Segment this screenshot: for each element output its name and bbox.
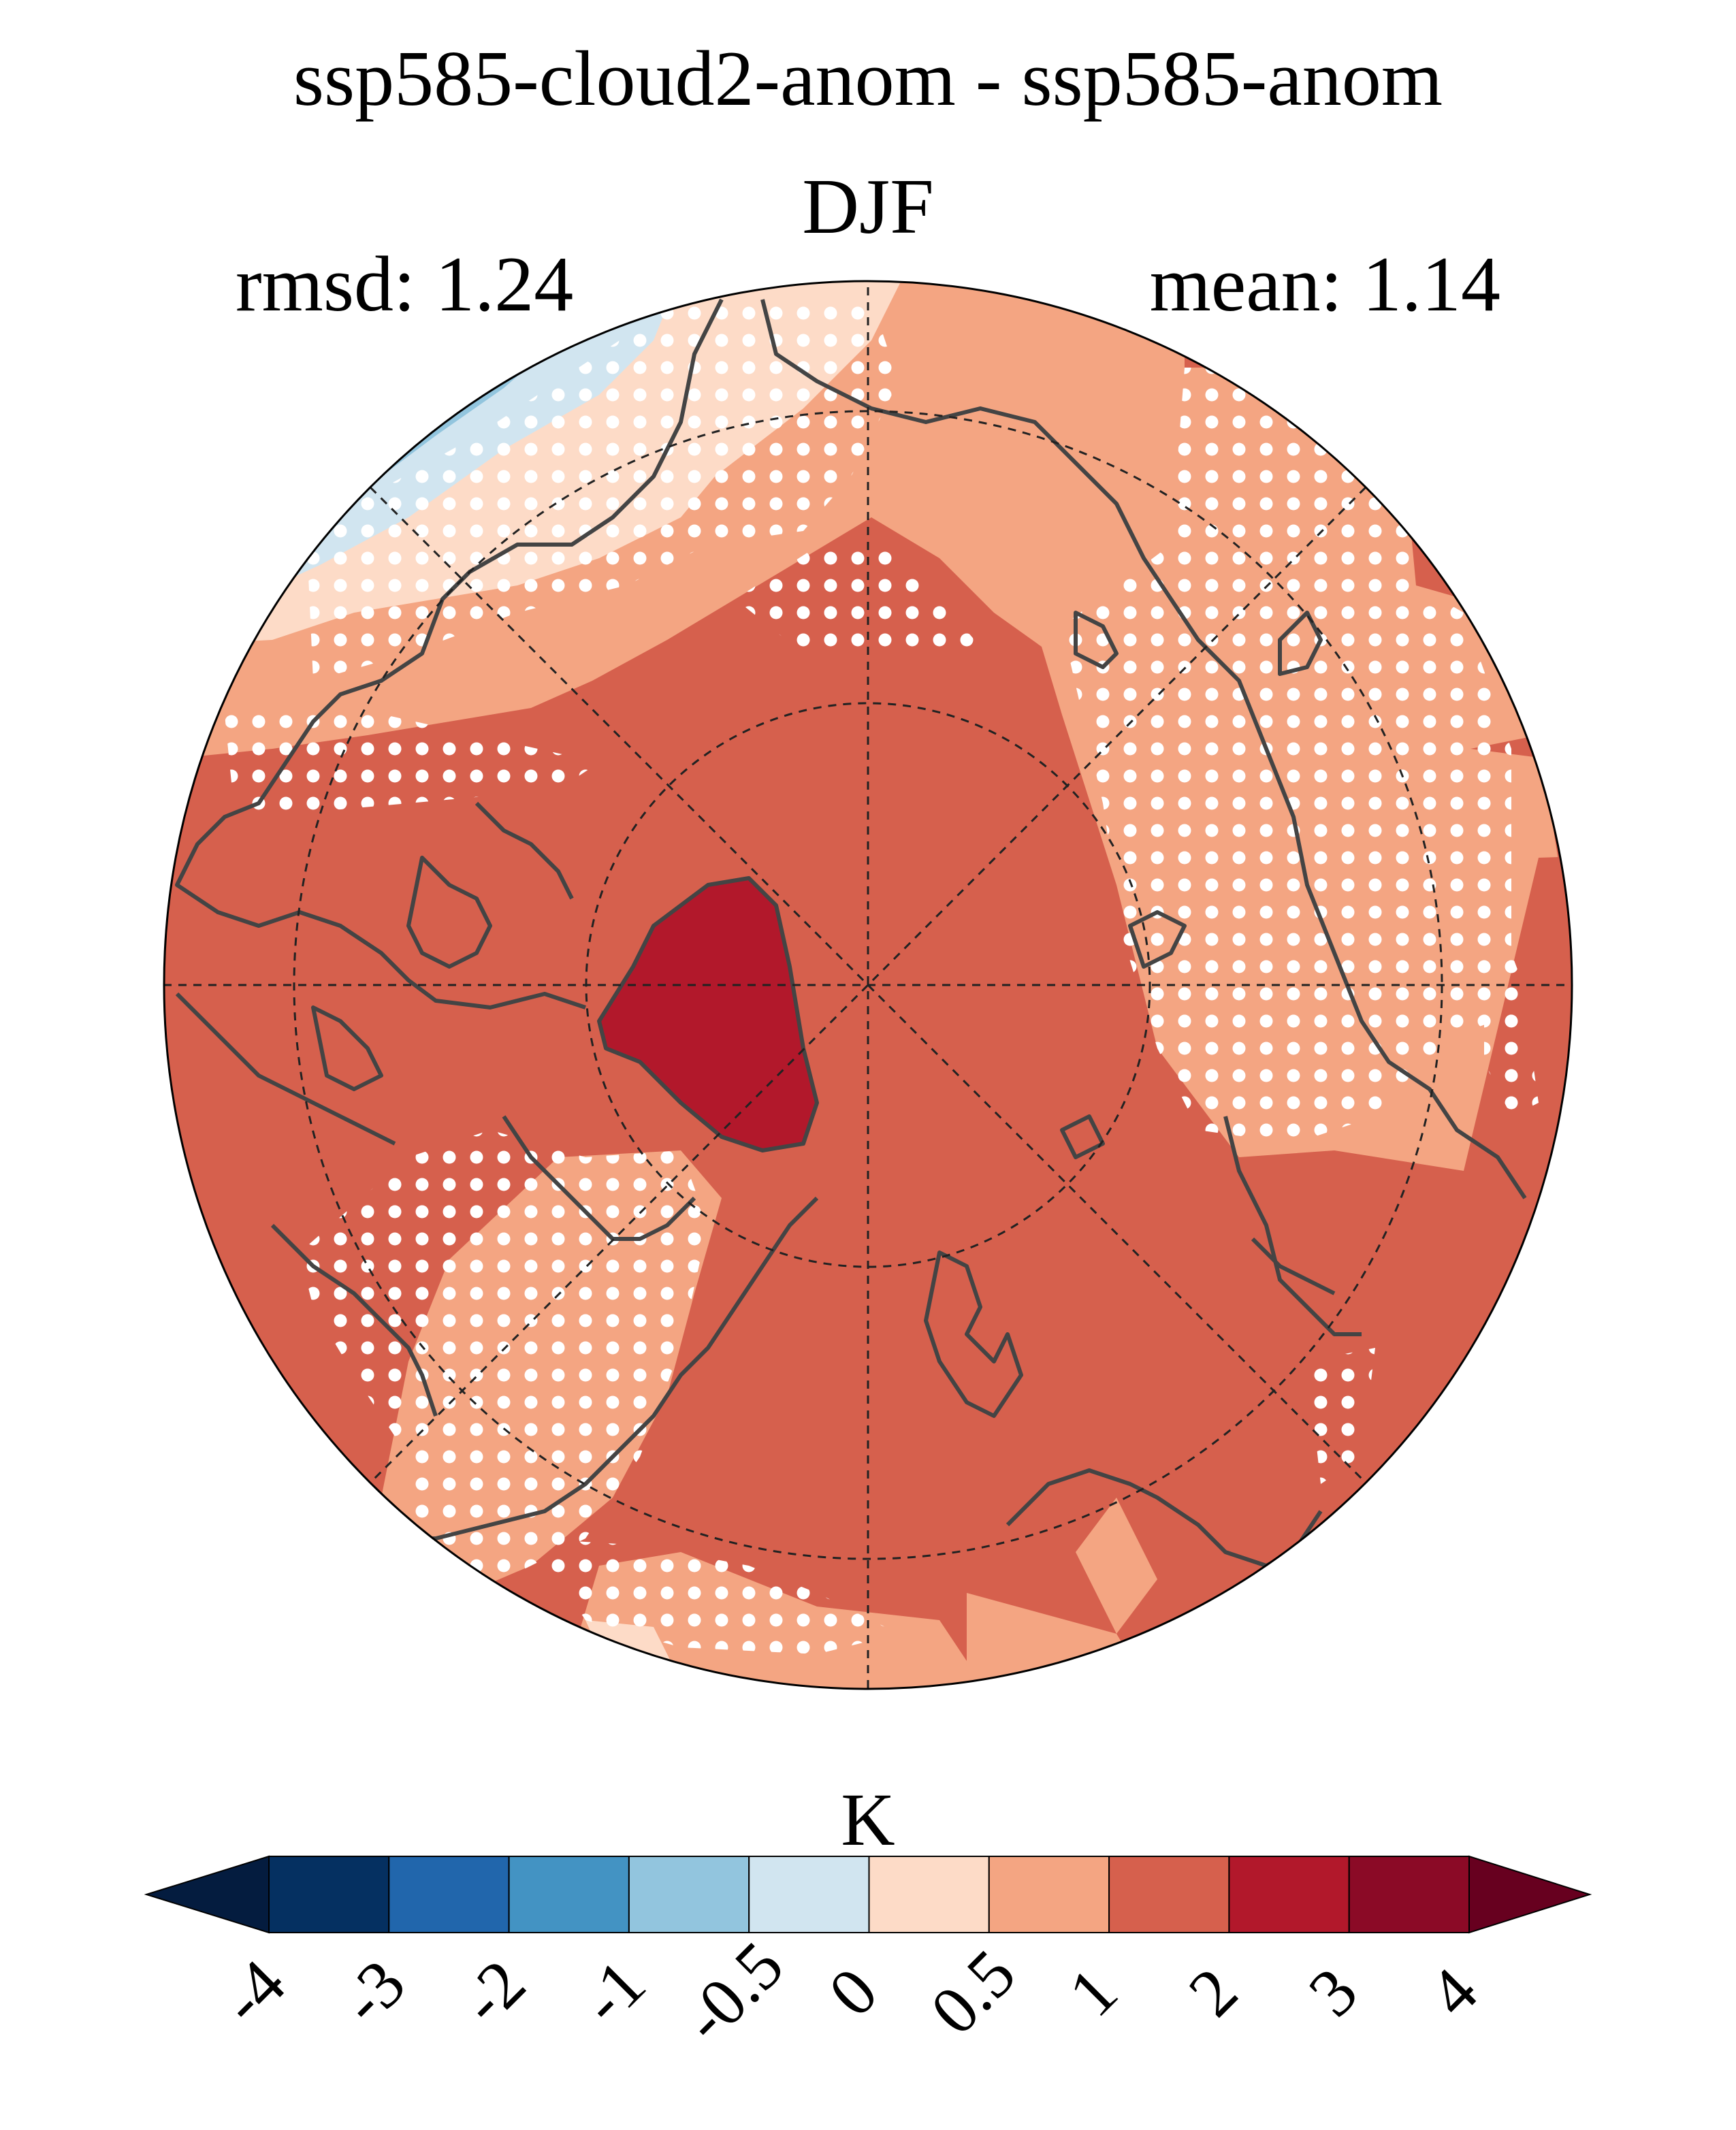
region-greenland-max bbox=[599, 878, 817, 1150]
rmsd-label: rmsd: 1.24 bbox=[236, 241, 574, 328]
colorbar-box bbox=[268, 1856, 390, 1933]
colorbar-box bbox=[1228, 1856, 1350, 1933]
colorbar-box bbox=[628, 1856, 750, 1933]
colorbar-under-arrow bbox=[144, 1855, 270, 1934]
colorbar-tick-labels: -4 -3 -2 -1 -0.5 0 0.5 1 2 3 4 bbox=[206, 1927, 1492, 2056]
colorbar-box bbox=[508, 1856, 630, 1933]
mean-label: mean: 1.14 bbox=[1149, 241, 1500, 328]
colorbar-tick-label: -4 bbox=[206, 1946, 300, 2039]
stipple-greenland-edge bbox=[735, 538, 980, 653]
stipple-canada bbox=[225, 708, 599, 817]
colorbar-tick-label: -0.5 bbox=[668, 1927, 797, 2056]
stipple-pacific bbox=[531, 1538, 899, 1654]
region-pacific-moderate-2 bbox=[1076, 1498, 1157, 1634]
stipple-eurasia bbox=[1062, 368, 1532, 1144]
colorbar-tick-label: 3 bbox=[1294, 1953, 1372, 2031]
colorbar-tick-label: -3 bbox=[326, 1946, 419, 2039]
colorbar-tick-label: 0.5 bbox=[916, 1935, 1030, 2049]
colorbar-box bbox=[1108, 1856, 1230, 1933]
colorbar-box bbox=[868, 1856, 990, 1933]
polar-map bbox=[163, 280, 1573, 1690]
colorbar-tick-label: 2 bbox=[1174, 1953, 1252, 2031]
colorbar-box bbox=[388, 1856, 510, 1933]
stipple-east-edge bbox=[1484, 994, 1539, 1116]
graticule bbox=[164, 281, 1572, 1689]
colorbar-tick-label: 0 bbox=[814, 1953, 892, 2031]
colorbar-box bbox=[748, 1856, 870, 1933]
colorbar-tick-label: 1 bbox=[1054, 1953, 1131, 2031]
colorbar-boxes bbox=[268, 1856, 1470, 1933]
colorbar-over-arrow bbox=[1468, 1855, 1592, 1934]
map-frame bbox=[163, 280, 1573, 1690]
colorbar-tick-label: 4 bbox=[1414, 1953, 1492, 2031]
colorbar-unit-label: K bbox=[841, 1778, 895, 1861]
season-label: DJF bbox=[802, 163, 934, 251]
colorbar-tick-label: -1 bbox=[566, 1946, 660, 2039]
colorbar-box bbox=[1348, 1856, 1470, 1933]
colorbar-box bbox=[988, 1856, 1110, 1933]
figure-title: ssp585-cloud2-anom - ssp585-anom bbox=[293, 35, 1443, 123]
colorbar-tick-label: -2 bbox=[446, 1946, 539, 2039]
stipple-alaska bbox=[1307, 1348, 1375, 1484]
stipple-hudson bbox=[300, 1130, 708, 1593]
